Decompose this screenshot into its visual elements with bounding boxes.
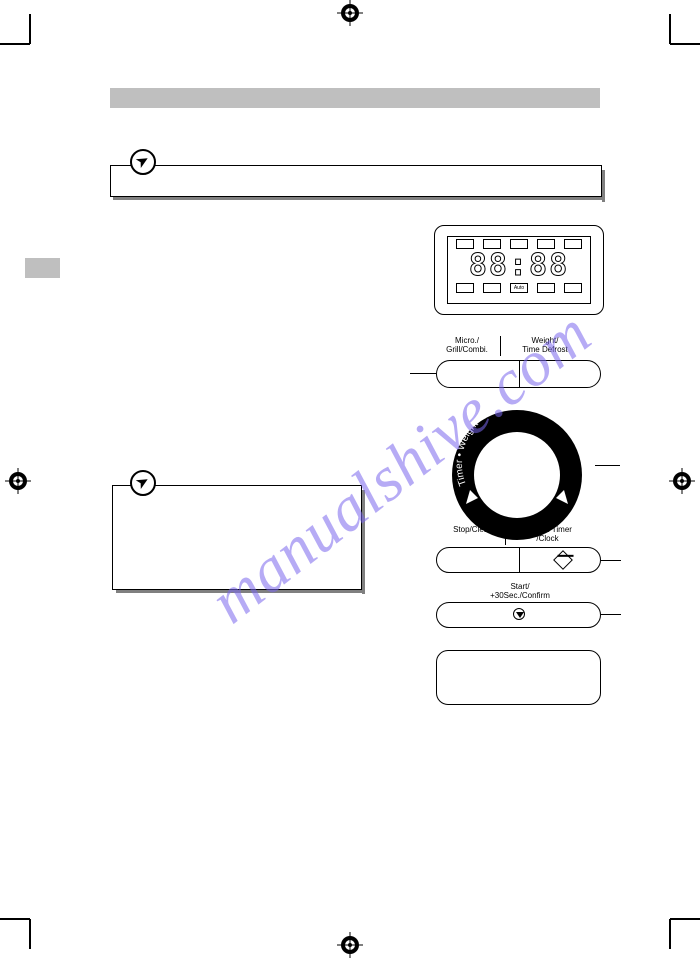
crop-mark (670, 918, 700, 920)
note-shadow (362, 490, 365, 594)
crop-mark (669, 14, 671, 44)
door-open-button[interactable] (436, 650, 601, 705)
leader-line (595, 465, 620, 466)
note-shadow (116, 590, 365, 593)
pin-icon: ➤ (130, 149, 156, 175)
crop-mark (29, 919, 31, 949)
stop-clear-label: Stop/Clear (442, 525, 502, 534)
clock-icon (553, 550, 573, 570)
note-callout-box (110, 165, 602, 197)
side-tab (25, 258, 60, 278)
weight-time-defrost-label: Weight/ Time Defrost (505, 336, 585, 354)
start-triangle-icon (513, 608, 525, 620)
registration-mark-icon (337, 932, 363, 958)
registration-mark-icon (669, 468, 695, 494)
registration-mark-icon (5, 468, 31, 494)
note-callout-box (112, 485, 362, 590)
micro-grill-combi-label: Micro./ Grill/Combi. (437, 336, 497, 354)
crop-mark (669, 919, 671, 949)
kitchen-timer-clock-label: Kitchen Timer /Clock (510, 525, 585, 543)
lcd-display: 88:88 Auto (434, 225, 604, 315)
note-shadow (113, 197, 605, 200)
micro-weight-button[interactable] (436, 360, 601, 388)
crop-mark (0, 918, 30, 920)
display-digits: 88:88 (448, 251, 590, 281)
leader-line (601, 560, 621, 561)
crop-mark (29, 14, 31, 44)
start-button[interactable] (436, 602, 601, 628)
crop-mark (670, 43, 700, 45)
start-confirm-label: Start/ +30Sec./Confirm (470, 582, 570, 600)
leader-line (601, 614, 621, 615)
display-icon-row-bottom: Auto (448, 281, 590, 295)
label-divider (500, 336, 501, 356)
section-header-bar (110, 88, 600, 108)
pin-icon: ➤ (130, 470, 156, 496)
stop-timer-button[interactable] (436, 547, 601, 573)
label-divider (505, 525, 506, 545)
leader-line (410, 373, 436, 374)
registration-mark-icon (337, 0, 363, 26)
crop-mark (0, 43, 30, 45)
